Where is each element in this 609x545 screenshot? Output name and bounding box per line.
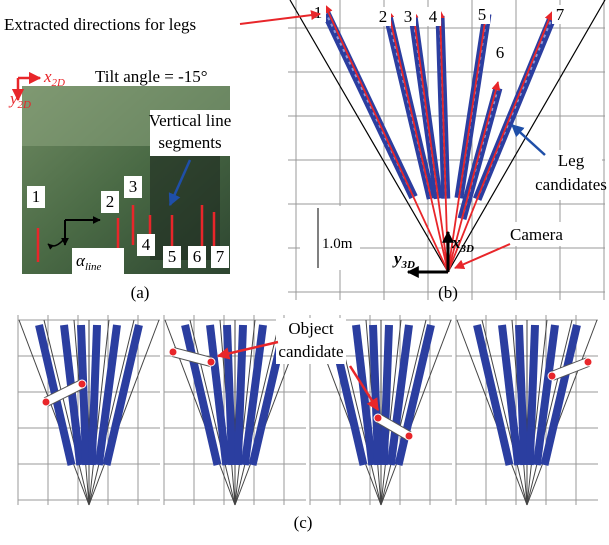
line-label: 7: [216, 247, 225, 266]
object-candidate: [173, 352, 211, 362]
directions-label: Extracted directions for legs: [4, 15, 196, 34]
segments-label: segments: [158, 133, 221, 152]
segments-label: Vertical line: [149, 111, 232, 130]
panel-c: Object candidate: [18, 315, 598, 505]
leg-candidate: [227, 325, 232, 465]
pointer-arrow: [512, 125, 545, 155]
legs-label: candidates: [535, 175, 607, 194]
subscript: 2D: [18, 99, 32, 111]
x2d-label: x2D: [43, 67, 65, 89]
symbol: x: [451, 233, 461, 252]
symbol: y: [8, 89, 18, 108]
direction-label: 7: [556, 5, 565, 24]
panel-a: x2D y2D Tilt angle = -15° Vertical line …: [8, 67, 231, 302]
subscript: 3D: [460, 243, 475, 255]
leg-candidate: [519, 325, 524, 465]
line-label: 6: [193, 247, 202, 266]
object-end: [584, 358, 592, 366]
direction-label: 2: [379, 7, 388, 26]
direction-label: 5: [478, 5, 487, 24]
tilt-label: Tilt angle = -15°: [95, 67, 208, 86]
object-label: candidate: [278, 342, 343, 361]
object-label: Object: [288, 319, 334, 338]
leg-candidate: [373, 325, 378, 465]
leg-candidate: [92, 325, 97, 465]
subscript: 2D: [52, 77, 66, 89]
figure: x2D y2D Tilt angle = -15° Vertical line …: [0, 0, 609, 545]
legs-label: Leg: [558, 151, 585, 170]
caption: (b): [438, 283, 458, 302]
object-end: [405, 432, 413, 440]
camera-label: Camera: [510, 225, 563, 244]
line-label: 4: [142, 235, 151, 254]
leg-candidate: [81, 325, 86, 465]
pointer-arrow: [240, 14, 320, 24]
y3d-label: y3D: [392, 249, 415, 271]
direction-label: 6: [496, 43, 505, 62]
object-end: [207, 358, 215, 366]
symbol: y: [392, 249, 402, 268]
subscript: line: [85, 261, 102, 273]
object-end: [374, 414, 382, 422]
leg-candidate: [530, 325, 535, 465]
direction-label: 1: [314, 3, 323, 22]
direction-label: 4: [429, 7, 438, 26]
object-end: [78, 380, 86, 388]
line-label: 2: [106, 192, 115, 211]
scale-label: 1.0m: [322, 236, 353, 252]
object-end: [548, 372, 556, 380]
object-end: [42, 398, 50, 406]
line-label: 5: [168, 247, 177, 266]
subscript: 3D: [401, 259, 416, 271]
caption: (a): [131, 283, 150, 302]
direction-label: 3: [404, 7, 413, 26]
doorway: [150, 150, 220, 260]
leg-candidate: [238, 325, 243, 465]
line-label: 3: [129, 177, 138, 196]
object-end: [169, 348, 177, 356]
caption: (c): [294, 513, 313, 532]
line-label: 1: [32, 187, 41, 206]
leg-candidate: [384, 325, 389, 465]
